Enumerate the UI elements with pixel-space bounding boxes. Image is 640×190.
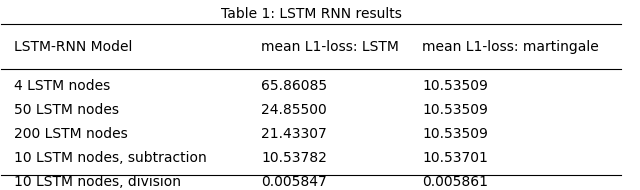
Text: 0.005847: 0.005847	[262, 175, 327, 189]
Text: 21.43307: 21.43307	[262, 127, 327, 141]
Text: 10.53782: 10.53782	[262, 151, 327, 165]
Text: LSTM-RNN Model: LSTM-RNN Model	[14, 40, 132, 55]
Text: 10.53509: 10.53509	[422, 103, 488, 117]
Text: mean L1-loss: LSTM: mean L1-loss: LSTM	[262, 40, 399, 55]
Text: 10.53509: 10.53509	[422, 127, 488, 141]
Text: 50 LSTM nodes: 50 LSTM nodes	[14, 103, 119, 117]
Text: Table 1: LSTM RNN results: Table 1: LSTM RNN results	[221, 7, 401, 21]
Text: 10 LSTM nodes, division: 10 LSTM nodes, division	[14, 175, 180, 189]
Text: 0.005861: 0.005861	[422, 175, 488, 189]
Text: 24.85500: 24.85500	[262, 103, 327, 117]
Text: 4 LSTM nodes: 4 LSTM nodes	[14, 79, 110, 93]
Text: 10.53701: 10.53701	[422, 151, 488, 165]
Text: 65.86085: 65.86085	[262, 79, 328, 93]
Text: 200 LSTM nodes: 200 LSTM nodes	[14, 127, 127, 141]
Text: 10 LSTM nodes, subtraction: 10 LSTM nodes, subtraction	[14, 151, 207, 165]
Text: mean L1-loss: martingale: mean L1-loss: martingale	[422, 40, 599, 55]
Text: 10.53509: 10.53509	[422, 79, 488, 93]
